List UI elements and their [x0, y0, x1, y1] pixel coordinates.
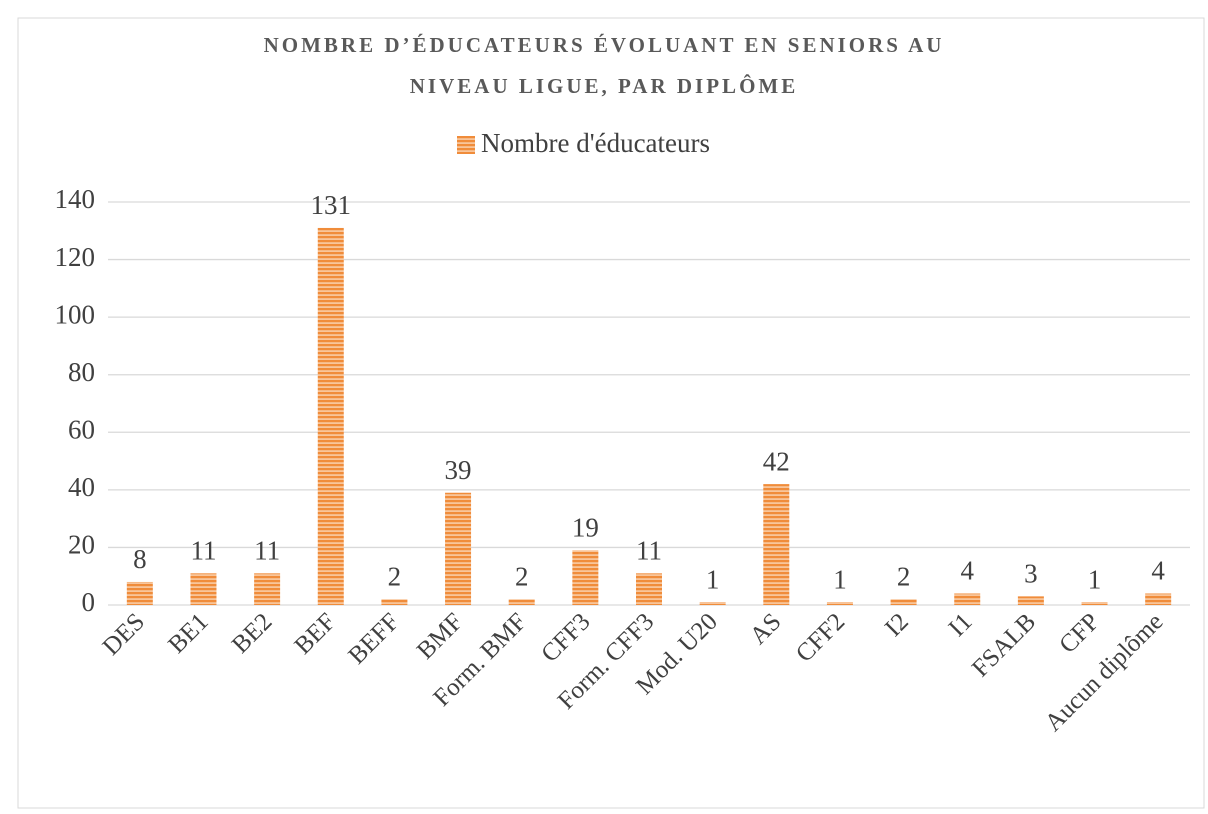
data-label: 1 [1088, 564, 1102, 594]
bar [317, 227, 344, 605]
data-label: 39 [445, 455, 472, 485]
chart-title: NIVEAU LIGUE, PAR DIPLÔME [410, 74, 798, 98]
legend-swatch [457, 136, 475, 154]
bar [508, 599, 535, 605]
data-label: 11 [190, 536, 216, 566]
data-label: 8 [133, 544, 147, 574]
y-tick-label: 0 [82, 587, 96, 617]
bar [445, 492, 472, 605]
data-label: 19 [572, 513, 599, 543]
data-label: 11 [254, 536, 280, 566]
bar [699, 602, 726, 605]
data-label: 1 [833, 564, 847, 594]
bar [1017, 596, 1044, 605]
data-label: 11 [636, 536, 662, 566]
bar [1081, 602, 1108, 605]
data-label: 2 [515, 561, 529, 591]
y-tick-label: 20 [68, 530, 95, 560]
y-tick-label: 140 [55, 184, 96, 214]
chart-border [17, 17, 1205, 809]
bar [954, 593, 981, 605]
bar [126, 581, 153, 605]
data-label: 2 [897, 561, 911, 591]
data-label: 4 [960, 556, 974, 586]
data-label: 131 [311, 190, 352, 220]
chart-title: NOMBRE D’ÉDUCATEURS ÉVOLUANT EN SENIORS … [264, 33, 945, 57]
legend-label: Nombre d'éducateurs [481, 128, 710, 158]
data-label: 2 [388, 561, 402, 591]
bar [763, 484, 790, 605]
data-label: 4 [1151, 556, 1165, 586]
bar [190, 573, 217, 605]
bar [572, 550, 599, 605]
data-label: 3 [1024, 559, 1038, 589]
bar [1145, 593, 1172, 605]
bar [890, 599, 917, 605]
data-label: 42 [763, 446, 790, 476]
data-label: 1 [706, 564, 720, 594]
y-tick-label: 60 [68, 414, 95, 444]
bar [826, 602, 853, 605]
y-tick-label: 100 [55, 299, 96, 329]
bar [636, 573, 662, 605]
y-tick-label: 40 [68, 472, 95, 502]
y-tick-label: 120 [55, 242, 96, 272]
bar [254, 573, 281, 605]
y-tick-label: 80 [68, 357, 95, 387]
bar [381, 599, 408, 605]
